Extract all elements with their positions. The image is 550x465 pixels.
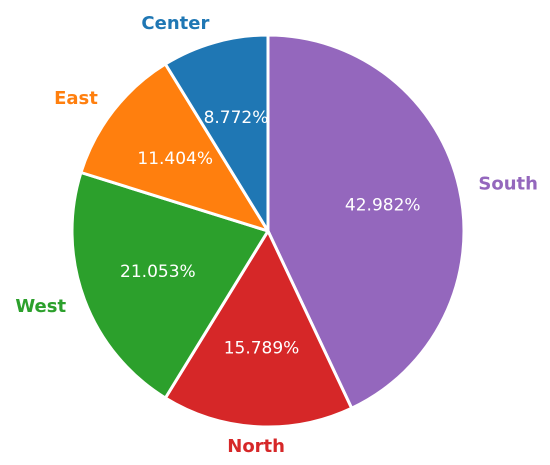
category-labels: South North West East Center xyxy=(15,13,538,457)
percent-label-east: 11.404% xyxy=(137,149,213,169)
percent-label-south: 42.982% xyxy=(345,195,421,215)
percentage-labels: 42.982% 15.789% 21.053% 11.404% 8.772% xyxy=(120,108,421,359)
pie-slice-center xyxy=(163,33,270,233)
pie-slice-west xyxy=(70,170,270,400)
percent-label-west: 21.053% xyxy=(120,262,196,282)
category-label-center: Center xyxy=(141,13,209,34)
pie-slice-north xyxy=(163,229,354,429)
percent-label-north: 15.789% xyxy=(224,338,300,358)
percent-label-center: 8.772% xyxy=(204,108,269,128)
pie-slice-south xyxy=(266,33,466,410)
pie-slices xyxy=(70,33,466,429)
pie-slice-east xyxy=(79,62,270,233)
category-label-south: South xyxy=(478,173,538,194)
category-label-north: North xyxy=(227,436,285,457)
category-label-west: West xyxy=(15,296,66,317)
category-label-east: East xyxy=(54,88,98,109)
